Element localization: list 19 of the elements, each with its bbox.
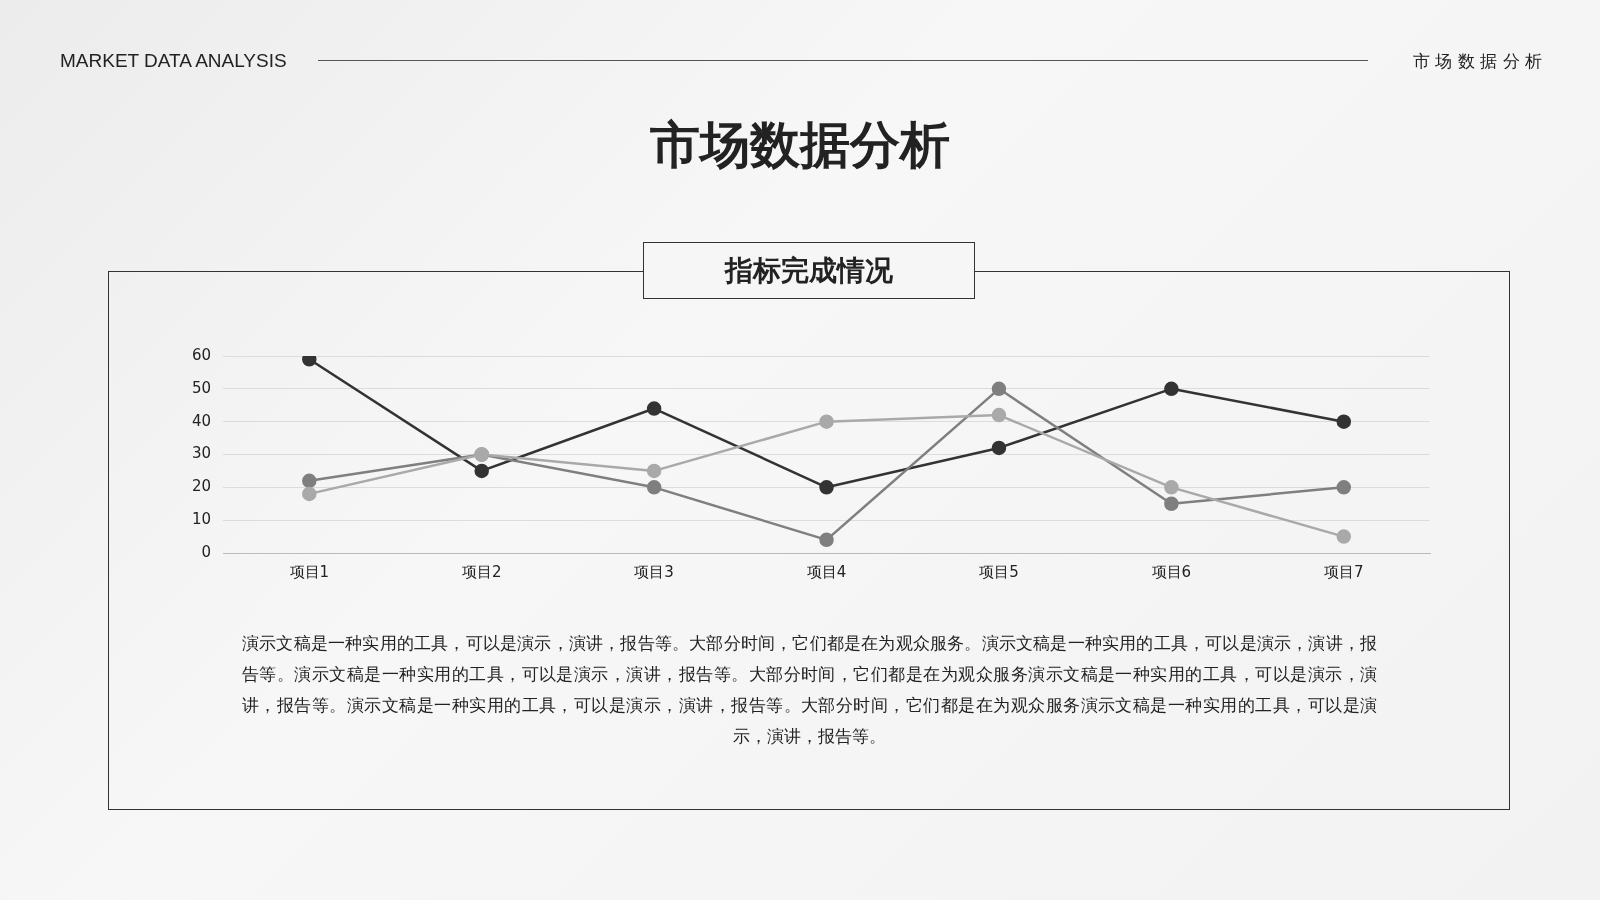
text: 市 场 数 据 分 析 [1412, 50, 1542, 73]
chart-subtitle: 指标完成情况 [643, 242, 975, 299]
y-tick-label: 60 [191, 345, 212, 364]
y-tick-label: 10 [191, 510, 212, 529]
y-tick-label: 30 [191, 444, 212, 463]
x-tick-label: 项目3 [634, 562, 674, 581]
x-tick-label: 项目6 [1151, 562, 1192, 581]
x-tick-label: 项目7 [1324, 562, 1364, 581]
y-tick-label: 0 [201, 542, 212, 561]
text: MARKET DATA ANALYSIS [60, 50, 287, 72]
y-tick-label: 40 [191, 411, 212, 430]
x-tick-label: 项目1 [289, 562, 330, 581]
chart-title: 市场数据分析 [649, 115, 951, 176]
x-tick-label: 项目2 [461, 562, 502, 581]
y-tick-label: 50 [191, 378, 212, 397]
x-tick-label: 项目5 [979, 562, 1019, 581]
text: 演示文稿是一种实用的工具，可以是演示，演讲，报告等。大部分时间，它们都是在为观众服务。演示文稿是一种实用的工具，可以是演示，演讲，报告等。演示文稿是一种实用的工具，可以是演示，演讲，报告等。大部分时间，它们都是在为观众服务演示文稿是一种实用的工具，可以是演示，演讲，报告等。演示文稿是一种实用的工具，可以是演示，演讲，报告等。大部分时间，它们都是在为观众服务演示文稿是一种实用的工具，可以是演示，演讲，报告等。 [242, 632, 1377, 748]
y-tick-label: 20 [191, 477, 212, 496]
x-tick-label: 项目4 [806, 562, 847, 581]
